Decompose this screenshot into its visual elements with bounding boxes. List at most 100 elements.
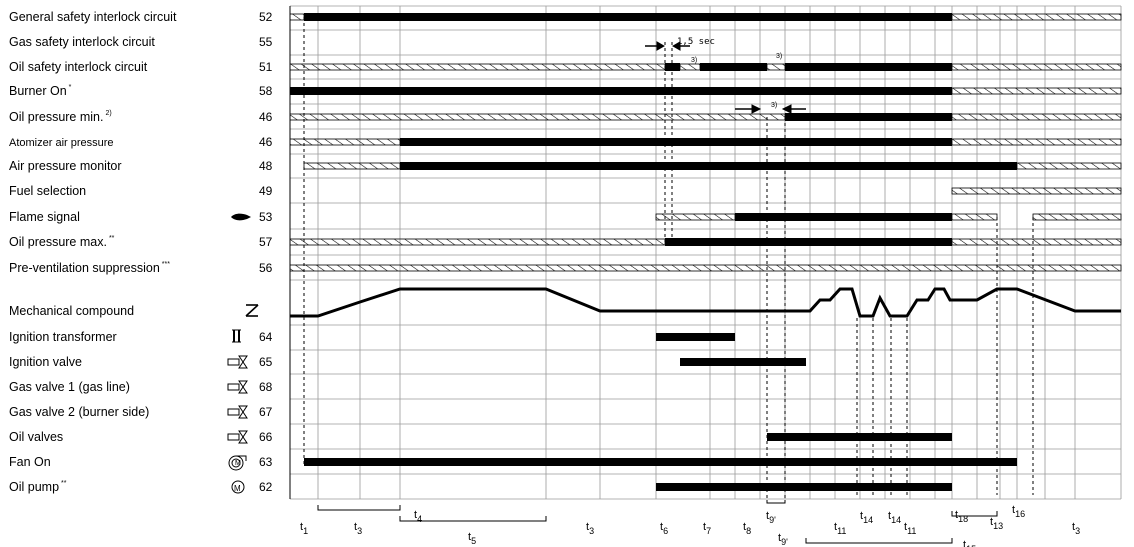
- time-label: t1: [300, 521, 308, 536]
- signal-undefined-bar: [289, 238, 666, 246]
- row-label: Oil pressure min.: [9, 110, 103, 124]
- signal-undefined-bar: [289, 264, 1122, 272]
- time-label: t14: [860, 510, 873, 525]
- row-label-footnote: **: [109, 235, 115, 242]
- row-labels: General safety interlock circuit 52 Gas sa…: [9, 10, 273, 494]
- mechanical-compound-curve: [290, 287, 1121, 318]
- time-label: t9': [766, 510, 776, 525]
- valve-icon: [227, 380, 248, 394]
- row-label: Pre-ventilation suppression: [9, 261, 160, 275]
- time-label: t3: [1072, 521, 1080, 536]
- time-label: t14: [888, 510, 901, 525]
- flame-icon: [231, 213, 251, 221]
- row-label-footnote: 2): [105, 110, 111, 117]
- signal-undefined-bar: [951, 238, 1122, 246]
- row-label: Fan On: [9, 455, 51, 469]
- row-number: 51: [259, 60, 273, 74]
- time-label: t4: [414, 509, 422, 524]
- row-label: Oil safety interlock circuit: [9, 60, 148, 74]
- row-label-footnote: ***: [162, 261, 170, 268]
- interval-brackets: [317, 500, 998, 544]
- row-label: Gas valve 1 (gas line): [9, 380, 130, 394]
- row-number: 68: [259, 380, 273, 394]
- row-number: 66: [259, 430, 273, 444]
- fan-motor-letter: M: [235, 460, 241, 467]
- signal-undefined-bar: [679, 63, 701, 71]
- row-number: 46: [259, 110, 273, 124]
- row-label: Gas valve 2 (burner side): [9, 405, 149, 419]
- pump-icon: [231, 480, 245, 494]
- signal-undefined-bar: [1016, 162, 1122, 170]
- row-label: Burner On: [9, 84, 67, 98]
- row-number: 48: [259, 159, 273, 173]
- signal-undefined-bar: [289, 13, 305, 21]
- valve-icon: [227, 430, 248, 444]
- signal-undefined-bar: [1032, 213, 1122, 221]
- signal-on-bar: [665, 238, 952, 246]
- signal-on-bar: [700, 63, 767, 71]
- signal-undefined-bar: [951, 138, 1122, 146]
- signal-on-bar: [290, 87, 952, 95]
- row-number: 57: [259, 235, 273, 249]
- row-label: Flame signal: [9, 210, 80, 224]
- signal-on-bar: [400, 138, 952, 146]
- pump-motor-letter: M: [234, 484, 241, 493]
- signal-on-bar: [785, 63, 952, 71]
- fan-icon: [228, 455, 247, 471]
- signal-on-bar: [785, 113, 952, 121]
- signal-undefined-bar: [951, 13, 1122, 21]
- row-number: 56: [259, 261, 273, 275]
- signal-on-bar: [680, 358, 806, 366]
- row-label: Air pressure monitor: [9, 159, 122, 173]
- time-label: t5: [468, 531, 476, 546]
- signal-on-bar: [656, 333, 735, 341]
- row-number: 52: [259, 10, 273, 24]
- row-number: 53: [259, 210, 273, 224]
- row-label: Oil valves: [9, 430, 63, 444]
- time-label: t11: [834, 521, 846, 536]
- ignition-transformer-icon: [232, 329, 241, 343]
- signal-undefined-bar: [289, 113, 786, 121]
- time-label: t3: [586, 521, 594, 536]
- time-label: t15: [963, 539, 976, 547]
- row-label-footnote: *: [69, 84, 72, 91]
- row-label-footnote: **: [61, 480, 67, 487]
- signal-undefined-bar: [655, 213, 736, 221]
- time-label: t9': [778, 532, 788, 547]
- signal-undefined-bar: [951, 187, 1122, 195]
- row-label: Ignition valve: [9, 355, 82, 369]
- row-number: 62: [259, 480, 273, 494]
- time-label: t8: [743, 521, 751, 536]
- signal-on-bar: [304, 13, 952, 21]
- signal-on-bar: [400, 162, 1017, 170]
- signal-on-bar: [735, 213, 952, 221]
- signal-on-bar: [304, 458, 1017, 466]
- signal-undefined-bar: [951, 87, 1122, 95]
- signal-undefined-bar: [951, 113, 1122, 121]
- row-label: Ignition transformer: [9, 330, 117, 344]
- row-number: 49: [259, 184, 273, 198]
- row-label: General safety interlock circuit: [9, 10, 177, 24]
- row-label: Gas safety interlock circuit: [9, 35, 155, 49]
- row-number: 58: [259, 84, 273, 98]
- row-number: 63: [259, 455, 273, 469]
- signal-on-bar: [656, 483, 952, 491]
- mechanical-compound-icon: [245, 304, 259, 317]
- row-label: Atomizer air pressure: [9, 137, 114, 149]
- time-markers: [303, 17, 1034, 500]
- note-3-pressure: 3): [771, 102, 777, 109]
- signal-undefined-bar: [951, 213, 998, 221]
- signal-undefined-bar: [289, 138, 401, 146]
- arrow-annotations: [645, 41, 806, 114]
- time-label: t3: [354, 521, 362, 536]
- time-label: t7: [703, 521, 711, 536]
- row-label: Fuel selection: [9, 184, 86, 198]
- sec-annotation: 1,5 sec: [677, 37, 715, 47]
- signal-undefined-bar: [303, 162, 401, 170]
- note-3-oil-b: 3): [776, 53, 782, 60]
- time-label: t16: [1012, 504, 1025, 519]
- signal-undefined-bar: [289, 63, 666, 71]
- signal-undefined-bar: [951, 63, 1122, 71]
